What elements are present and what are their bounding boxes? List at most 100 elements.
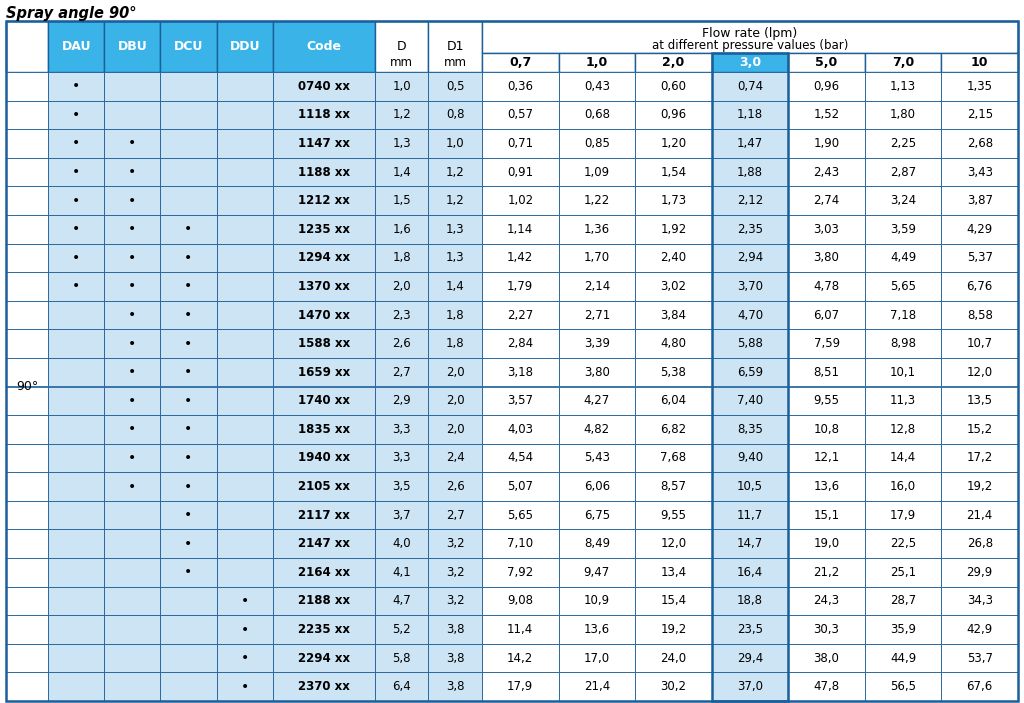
Text: 7,92: 7,92 [507, 566, 534, 579]
Text: 14,2: 14,2 [507, 652, 534, 664]
Bar [272, 272, 375, 301]
Bar [482, 157, 558, 186]
Bar [941, 53, 1018, 72]
Bar [558, 53, 635, 72]
Text: 0,7: 0,7 [509, 56, 531, 69]
Text: 1835 xx: 1835 xx [298, 423, 350, 436]
Bar [482, 272, 558, 301]
Text: 7,40: 7,40 [737, 394, 763, 407]
Text: 0,68: 0,68 [584, 108, 610, 122]
Text: 19,2: 19,2 [967, 480, 993, 493]
Bar [712, 53, 788, 701]
Bar [375, 301, 428, 329]
Bar [635, 243, 712, 272]
Bar [788, 387, 865, 415]
Bar [558, 501, 635, 529]
Bar [104, 272, 161, 301]
Text: 12,0: 12,0 [967, 366, 993, 379]
Bar [428, 644, 482, 672]
Text: 1370 xx: 1370 xx [298, 280, 350, 293]
Text: 1,13: 1,13 [890, 80, 916, 93]
Bar [865, 644, 941, 672]
Bar [482, 358, 558, 387]
Bar [375, 387, 428, 415]
Bar [788, 644, 865, 672]
Bar [635, 129, 712, 157]
Bar [48, 329, 104, 358]
Bar [482, 501, 558, 529]
Text: 5,8: 5,8 [392, 652, 411, 664]
Bar [482, 215, 558, 243]
Bar [558, 272, 635, 301]
Bar [941, 243, 1018, 272]
Text: •: • [72, 222, 80, 236]
Bar [48, 444, 104, 472]
Text: •: • [128, 479, 136, 494]
Bar [375, 615, 428, 644]
Bar [712, 243, 788, 272]
Bar [104, 558, 161, 586]
Text: •: • [128, 279, 136, 293]
Text: 3,87: 3,87 [967, 194, 992, 207]
Text: 47,8: 47,8 [813, 681, 840, 693]
Text: 0,91: 0,91 [507, 166, 534, 179]
Text: 1,73: 1,73 [660, 194, 686, 207]
Bar [941, 444, 1018, 472]
Text: 90°: 90° [16, 380, 38, 393]
Bar [272, 472, 375, 501]
Text: •: • [184, 394, 193, 408]
Text: •: • [128, 365, 136, 379]
Text: 3,5: 3,5 [392, 480, 411, 493]
Text: 14,7: 14,7 [737, 537, 763, 550]
Bar [6, 21, 48, 72]
Bar [272, 586, 375, 615]
Text: 2,84: 2,84 [507, 337, 534, 350]
Bar [272, 415, 375, 444]
Bar [161, 472, 216, 501]
Text: 9,08: 9,08 [507, 595, 534, 607]
Text: 3,02: 3,02 [660, 280, 686, 293]
Text: 1,22: 1,22 [584, 194, 610, 207]
Bar [865, 615, 941, 644]
Bar [161, 586, 216, 615]
Bar [161, 672, 216, 701]
Text: 38,0: 38,0 [814, 652, 840, 664]
Text: 6,82: 6,82 [660, 423, 686, 436]
Text: •: • [184, 508, 193, 522]
Bar [6, 387, 48, 415]
Text: 15,4: 15,4 [660, 595, 686, 607]
Bar [272, 444, 375, 472]
Bar [161, 444, 216, 472]
Bar [216, 157, 272, 186]
Text: 8,49: 8,49 [584, 537, 610, 550]
Bar [6, 243, 48, 272]
Bar [558, 186, 635, 215]
Text: 3,8: 3,8 [446, 652, 465, 664]
Bar [558, 472, 635, 501]
Bar [482, 186, 558, 215]
Bar [865, 53, 941, 72]
Bar [48, 529, 104, 558]
Text: 6,04: 6,04 [660, 394, 686, 407]
Text: 2,9: 2,9 [392, 394, 411, 407]
Text: 10,7: 10,7 [967, 337, 993, 350]
Text: 0,36: 0,36 [507, 80, 534, 93]
Bar [104, 129, 161, 157]
Text: 3,03: 3,03 [814, 223, 840, 236]
Bar [788, 615, 865, 644]
Bar [482, 101, 558, 129]
Bar [788, 157, 865, 186]
Text: •: • [241, 594, 249, 608]
Bar [635, 101, 712, 129]
Bar [375, 415, 428, 444]
Text: 3,2: 3,2 [445, 595, 465, 607]
Text: 4,49: 4,49 [890, 252, 916, 264]
Bar [375, 72, 428, 101]
Bar [375, 129, 428, 157]
Text: 6,4: 6,4 [392, 681, 411, 693]
Bar [48, 586, 104, 615]
Bar [941, 529, 1018, 558]
Text: •: • [72, 279, 80, 293]
Bar [482, 644, 558, 672]
Bar [428, 472, 482, 501]
